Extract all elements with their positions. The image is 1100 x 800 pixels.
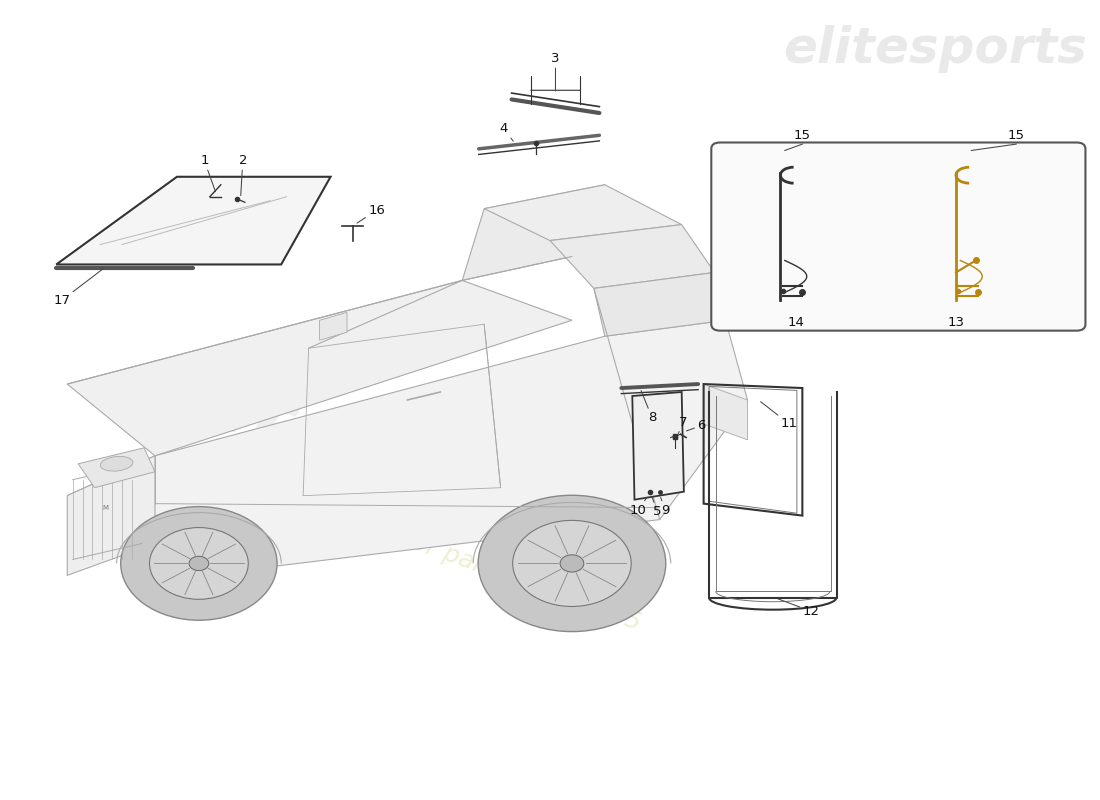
Text: 13: 13 [947,316,965,330]
Text: elitesports: elitesports [783,26,1088,74]
Polygon shape [56,177,331,265]
Text: 8: 8 [641,390,657,424]
Polygon shape [704,384,748,440]
Polygon shape [67,320,748,575]
Polygon shape [78,448,155,488]
Polygon shape [550,225,715,288]
Text: elitesports: elitesports [133,339,638,589]
Text: 12: 12 [778,598,820,618]
Circle shape [121,506,277,620]
FancyBboxPatch shape [712,142,1086,330]
Text: 4: 4 [499,122,514,141]
Circle shape [560,555,584,572]
Text: 6: 6 [686,419,705,432]
Polygon shape [484,185,682,241]
Text: 14: 14 [788,316,804,330]
Text: 2: 2 [239,154,248,195]
Text: M: M [102,505,109,510]
Polygon shape [462,185,605,281]
Circle shape [478,495,666,631]
Circle shape [189,556,209,570]
Polygon shape [632,392,684,500]
Text: 1: 1 [200,154,216,192]
Circle shape [513,520,631,606]
Text: 7: 7 [679,416,688,434]
Text: 16: 16 [358,204,385,223]
Polygon shape [594,273,726,336]
Text: 10: 10 [629,497,647,517]
Text: 15: 15 [794,130,811,142]
Text: 17: 17 [53,269,103,307]
Text: 5: 5 [652,497,662,518]
Polygon shape [320,312,346,340]
Text: 3: 3 [551,52,560,91]
Ellipse shape [100,457,133,471]
Text: a passion for parts since 1985: a passion for parts since 1985 [280,483,644,635]
Text: 15: 15 [1008,130,1025,142]
Polygon shape [67,281,572,456]
Circle shape [150,527,249,599]
Polygon shape [67,456,155,575]
Text: 9: 9 [661,498,670,517]
Text: 11: 11 [761,402,798,430]
